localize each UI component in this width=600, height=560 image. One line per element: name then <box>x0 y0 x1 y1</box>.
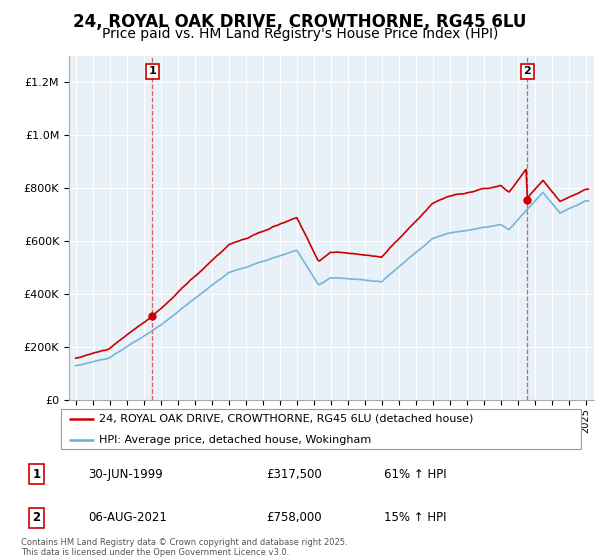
Text: HPI: Average price, detached house, Wokingham: HPI: Average price, detached house, Woki… <box>99 435 371 445</box>
Text: 2: 2 <box>32 511 41 524</box>
Text: 61% ↑ HPI: 61% ↑ HPI <box>384 468 446 481</box>
Text: 1: 1 <box>148 67 156 77</box>
Text: Contains HM Land Registry data © Crown copyright and database right 2025.
This d: Contains HM Land Registry data © Crown c… <box>21 538 347 557</box>
Text: Price paid vs. HM Land Registry's House Price Index (HPI): Price paid vs. HM Land Registry's House … <box>102 27 498 41</box>
Text: 1: 1 <box>32 468 41 481</box>
Text: 15% ↑ HPI: 15% ↑ HPI <box>384 511 446 524</box>
Text: 24, ROYAL OAK DRIVE, CROWTHORNE, RG45 6LU (detached house): 24, ROYAL OAK DRIVE, CROWTHORNE, RG45 6L… <box>99 414 473 424</box>
Text: £758,000: £758,000 <box>266 511 322 524</box>
Text: 06-AUG-2021: 06-AUG-2021 <box>88 511 167 524</box>
Text: 30-JUN-1999: 30-JUN-1999 <box>88 468 163 481</box>
Text: 2: 2 <box>524 67 531 77</box>
Text: £317,500: £317,500 <box>266 468 322 481</box>
FancyBboxPatch shape <box>61 409 581 449</box>
Text: 24, ROYAL OAK DRIVE, CROWTHORNE, RG45 6LU: 24, ROYAL OAK DRIVE, CROWTHORNE, RG45 6L… <box>73 13 527 31</box>
